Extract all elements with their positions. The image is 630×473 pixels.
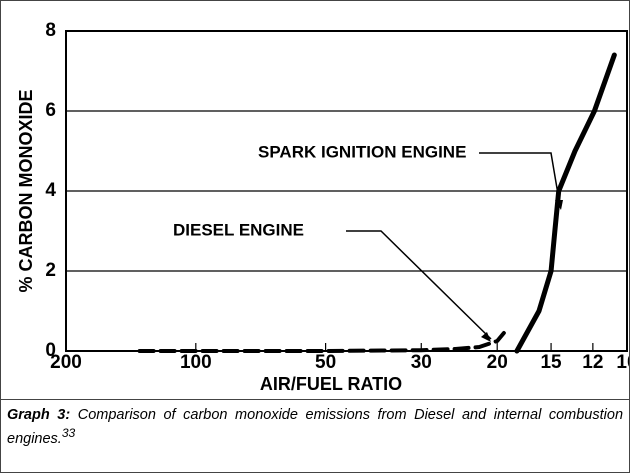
x-tick-label: 200 <box>50 352 82 373</box>
annotation: DIESEL ENGINE <box>173 220 304 239</box>
x-tick-label: 15 <box>540 352 562 373</box>
leader-line <box>346 230 492 340</box>
series-line <box>137 331 506 353</box>
y-tick-label: 0 <box>45 340 56 361</box>
caption-ref: 33 <box>61 426 76 440</box>
x-tick-label: 20 <box>487 352 508 373</box>
arrowhead <box>481 332 491 342</box>
y-tick-label: 8 <box>45 20 56 41</box>
x-axis-label: AIR/FUEL RATIO <box>260 374 402 394</box>
y-tick-label: 6 <box>45 100 56 121</box>
x-tick-label: 12 <box>582 352 603 373</box>
x-tick-label: 50 <box>315 352 336 373</box>
y-axis-label: % CARBON MONOXIDE <box>16 89 36 292</box>
annotation: SPARK IGNITION ENGINE <box>258 142 466 161</box>
x-tick-label: 100 <box>180 352 212 373</box>
leader-line <box>479 152 561 207</box>
y-tick-label: 2 <box>45 260 56 281</box>
chart: % CARBON MONOXIDE AIR/FUEL RATIO SPARK I… <box>16 20 629 394</box>
caption-text: Comparison of carbon monoxide emissions … <box>7 407 624 447</box>
series-line <box>514 52 617 354</box>
x-tick-label: 30 <box>411 352 432 373</box>
y-tick-label: 4 <box>45 180 56 201</box>
x-tick-label: 10 <box>616 352 629 373</box>
caption: Graph 3: Comparison of carbon monoxide e… <box>1 399 629 472</box>
caption-label: Graph 3: <box>7 407 71 423</box>
